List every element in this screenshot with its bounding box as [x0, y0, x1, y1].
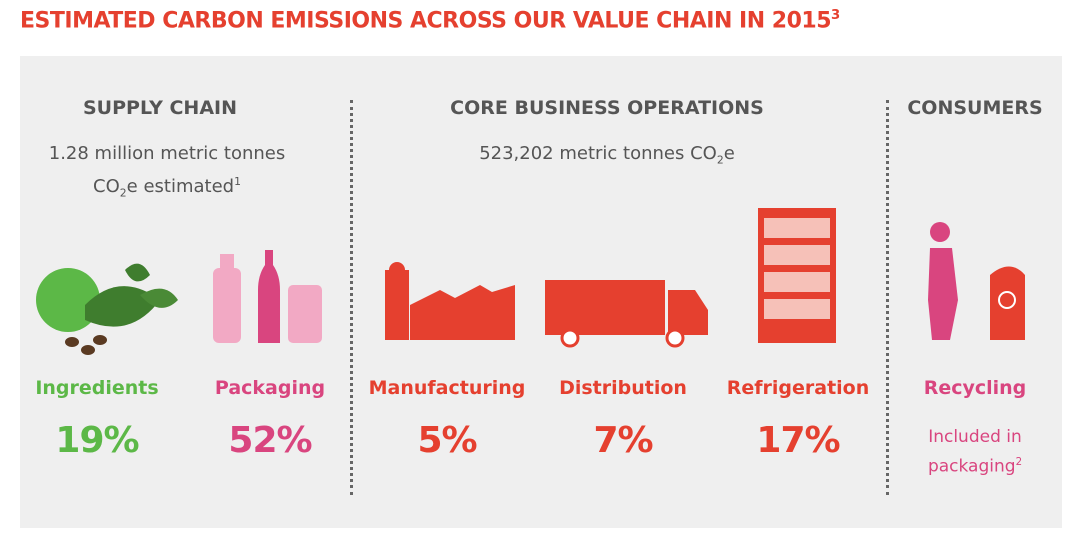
sup-text: 1 — [234, 175, 241, 188]
item-value: 52% — [228, 420, 312, 461]
sup-text: 2 — [1015, 457, 1023, 468]
text-run: 7% — [593, 420, 653, 461]
item-label: Packaging — [214, 377, 326, 399]
title: ESTIMATED CARBON EMISSIONS ACROSS OUR VA… — [20, 8, 840, 33]
section-note: 523,202 metric tonnes CO2e — [479, 140, 735, 175]
item-value: Included in packaging2 — [928, 424, 1022, 480]
item-label: Distribution — [559, 377, 687, 399]
item-label: Recycling — [923, 377, 1027, 399]
item-label: Refrigeration — [726, 377, 870, 399]
section-heading: CONSUMERS — [907, 97, 1043, 119]
text-line: 19% — [55, 420, 139, 461]
item-label: Ingredients — [35, 377, 159, 399]
packaging-icon — [213, 250, 322, 343]
sub-text: 2 — [716, 153, 724, 167]
manufacturing-icon — [385, 262, 515, 340]
item-value: 17% — [756, 420, 840, 461]
text-line: 17% — [756, 420, 840, 461]
text-line: 52% — [228, 420, 312, 461]
text-run: ESTIMATED CARBON EMISSIONS ACROSS OUR VA… — [20, 8, 832, 34]
item-value: 5% — [417, 420, 477, 461]
text-line: 5% — [417, 420, 477, 461]
sub-text: 2 — [119, 186, 127, 200]
ingredients-icon — [36, 263, 178, 355]
separator — [350, 100, 353, 495]
text-run: 17% — [756, 420, 840, 461]
text-run: e — [723, 143, 735, 164]
text-run: 5% — [417, 420, 477, 461]
item-value: 7% — [593, 420, 653, 461]
distribution-icon — [545, 280, 708, 348]
text-run: 52% — [228, 420, 312, 461]
text-run: e estimated — [126, 176, 235, 197]
section-note: 1.28 million metric tonnes CO2e estimated… — [49, 140, 286, 208]
section-heading: SUPPLY CHAIN — [82, 97, 238, 119]
text-line: packaging2 — [928, 450, 1022, 480]
item-label: Manufacturing — [368, 377, 526, 399]
recycling-icon — [928, 222, 1025, 340]
text-run: packaging — [927, 456, 1016, 477]
sup-text: 3 — [831, 8, 840, 23]
text-run: CO — [93, 176, 120, 197]
refrigeration-icon — [758, 208, 836, 343]
text-run: 19% — [55, 420, 139, 461]
separator — [886, 100, 889, 495]
item-value: 19% — [55, 420, 139, 461]
text-line: 1.28 million metric tonnes — [49, 140, 286, 168]
text-line: 523,202 metric tonnes CO2e — [479, 140, 735, 175]
text-run: Included in — [928, 427, 1022, 447]
text-line: CO2e estimated1 — [49, 168, 286, 208]
text-line: Included in — [928, 424, 1022, 450]
text-run: 523,202 metric tonnes CO — [479, 143, 717, 164]
text-run: 1.28 million metric tonnes — [48, 143, 286, 164]
text-line: 7% — [593, 420, 653, 461]
section-heading: CORE BUSINESS OPERATIONS — [450, 97, 764, 119]
